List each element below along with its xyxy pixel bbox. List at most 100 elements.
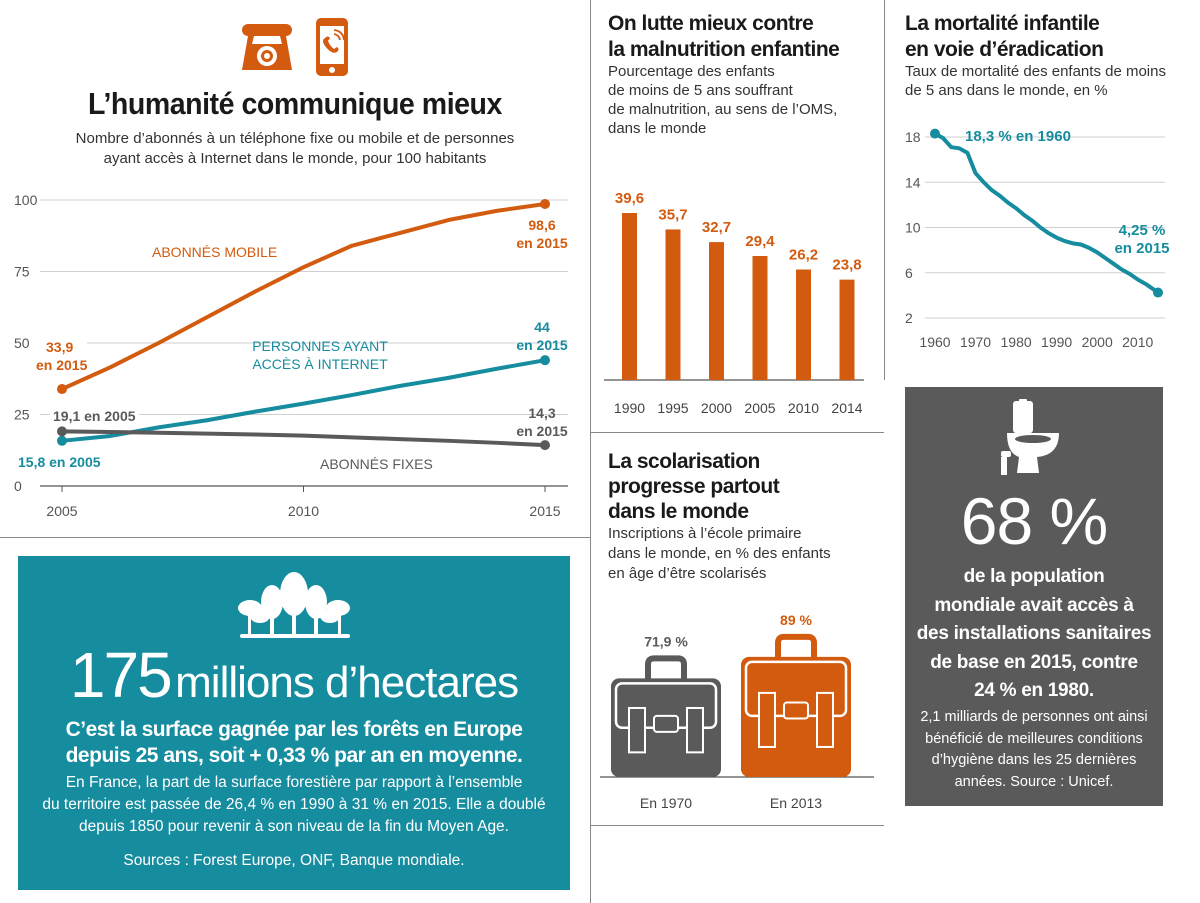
- sanitation-panel: 68 % de la population mondiale avait acc…: [905, 387, 1163, 806]
- annotation-mobile-end: 98,6 en 2015: [514, 216, 570, 252]
- series-line-fixed: [60, 429, 547, 448]
- schoolbag-clasp: [783, 701, 809, 720]
- point-fixed-2005: [57, 426, 67, 437]
- annotation-internet-end-year: en 2015: [516, 337, 568, 353]
- schoolbag-strap-right: [816, 691, 834, 748]
- y-tick-label-10: 10: [905, 220, 921, 236]
- y-tick-label-14: 14: [905, 174, 921, 190]
- bar-1990: [622, 213, 637, 380]
- x-tick-label-1970: 1970: [960, 334, 991, 350]
- schoolbag-clasp: [653, 714, 679, 733]
- series-label-mobile: ABONNÉS MOBILE: [152, 244, 278, 260]
- x-tick-label-En-2013: En 2013: [770, 795, 822, 811]
- sanitation-body-2: bénéficié de meilleures conditions: [925, 730, 1143, 747]
- bar-label-En-2013: 89 %: [780, 612, 812, 628]
- annotation-internet-start: 15,8 en 2005: [18, 454, 101, 470]
- bar-1995: [665, 229, 681, 380]
- mortality-annotation-end-year: en 2015: [1114, 240, 1170, 257]
- communication-subtitle-1: Nombre d’abonnés à un téléphone fixe ou …: [75, 130, 515, 147]
- sanitation-lead: de la population mondiale avait accès à …: [905, 563, 1163, 706]
- sanitation-lead-1: de la population: [963, 566, 1105, 587]
- annotation-fixed-end: 14,3 en 2015: [514, 404, 570, 440]
- annotation-fixed-end-year: en 2015: [516, 423, 568, 439]
- forest-body-1: En France, la part de la surface foresti…: [65, 774, 523, 791]
- malnutrition-title-2: la malnutrition enfantine: [608, 38, 840, 61]
- bar-label-2000: 32,7: [702, 219, 731, 236]
- sanitation-lead-2: mondiale avait accès à: [934, 594, 1134, 616]
- series-label-fixed: ABONNÉS FIXES: [320, 456, 433, 472]
- y-tick-label-0: 0: [14, 478, 22, 494]
- forest-sources: Sources : Forest Europe, ONF, Banque mon…: [123, 852, 465, 869]
- bar-label-1995: 35,7: [658, 206, 687, 223]
- divider-middle-lower: [590, 825, 884, 826]
- annotation-internet-end-value: 44: [534, 319, 550, 335]
- annotation-fixed-start: 19,1 en 2005: [50, 408, 139, 424]
- mortality-line-chart: 2 6 10 14 18 1960 1970 1980 1990 2000 2010: [905, 128, 1165, 350]
- schoolbag-handle: [645, 655, 687, 681]
- y-tick-label-50: 50: [14, 335, 30, 351]
- malnutrition-sub-4: dans le monde: [608, 120, 707, 137]
- bar-label-En-1970: 71,9 %: [644, 633, 688, 649]
- communication-subtitle-2: ayant accès à Internet dans le monde, po…: [103, 150, 487, 167]
- annotation-mobile-end-value: 98,6: [528, 217, 556, 233]
- schoolbag-strap-left: [628, 706, 646, 754]
- schoolbag-bar-En-1970: [611, 655, 721, 777]
- divider-left-horizontal: [0, 537, 590, 538]
- sanitation-body-1: 2,1 milliards de personnes ont ainsi: [920, 709, 1148, 725]
- school-sub-2: dans le monde, en % des enfants: [608, 545, 831, 562]
- bar-2005: [752, 256, 768, 380]
- series-label-internet-line-2: ACCÈS À INTERNET: [252, 356, 388, 372]
- sanitation-body-3: d’hygiène dans les 25 dernières: [931, 752, 1137, 768]
- x-tick-label-2000: 2000: [701, 400, 732, 416]
- forest-body-2: du territoire est passée de 26,4 % en 19…: [42, 796, 546, 813]
- annotation-internet-end: 44 en 2015: [514, 318, 570, 354]
- sanitation-lead-3: des installations sanitaires: [916, 623, 1152, 644]
- mortality-sub-2: de 5 ans dans le monde, en %: [905, 82, 1108, 99]
- series-label-internet: PERSONNES AYANT ACCÈS À INTERNET: [240, 337, 400, 373]
- mortality-title-2: en voie d’éradication: [905, 38, 1104, 61]
- malnutrition-bar-chart: 39,6 1990 35,7 1995 32,7 2000 29,4 2005 26,2 2010…: [604, 190, 864, 416]
- x-tick-label-En-1970: En 1970: [640, 795, 692, 811]
- sanitation-lead-5: 24 % en 1980.: [974, 680, 1094, 701]
- schoolbag-bar-En-2013: [741, 633, 851, 777]
- communication-line-chart: 0 25 50 75 100 2005 2010 2015: [14, 192, 568, 519]
- malnutrition-sub-3: de malnutrition, au sens de l’OMS,: [608, 101, 838, 118]
- forest-panel: 175 millions d’hectares C’est la surface…: [18, 556, 570, 890]
- y-tick-label-2: 2: [905, 310, 913, 326]
- schoolbag-strap-right: [686, 706, 704, 754]
- series-line-mobile: [60, 202, 547, 392]
- annotation-mobile-start: 33,9 en 2015: [36, 338, 88, 374]
- toilet-icon: [1001, 399, 1059, 475]
- annotation-fixed-end-value: 14,3: [528, 405, 556, 421]
- divider-right-vertical: [884, 0, 885, 380]
- y-tick-label-18: 18: [905, 129, 921, 145]
- y-tick-label-25: 25: [14, 407, 30, 423]
- bar-2000: [709, 242, 724, 380]
- forest-big-number: 175: [69, 639, 173, 711]
- x-tick-label-2015: 2015: [529, 503, 560, 519]
- schooling-bag-chart: 71,9 % En 1970 89 % En 2013: [600, 612, 874, 811]
- mortality-annotation-start: 18,3 % en 1960: [965, 128, 1071, 145]
- malnutrition-sub-1: Pourcentage des enfants: [608, 63, 775, 80]
- communication-title: L’humanité communique mieux: [88, 86, 502, 121]
- mortality-annotation-end-value: 4,25 %: [1118, 222, 1166, 239]
- forest-headline: 175 millions d’hectares: [18, 638, 570, 712]
- x-tick-label-2014: 2014: [831, 400, 862, 416]
- series-line-mortality: [933, 131, 1160, 295]
- school-sub-1: Inscriptions à l’école primaire: [608, 525, 802, 542]
- x-tick-label-2010: 2010: [788, 400, 819, 416]
- malnutrition-title-1: On lutte mieux contre: [608, 12, 814, 35]
- series-label-internet-line-1: PERSONNES AYANT: [252, 338, 388, 354]
- sanitation-body: 2,1 milliards de personnes ont ainsi bén…: [905, 707, 1163, 793]
- bar-2010: [796, 269, 811, 380]
- annotation-mobile-start-year: en 2015: [36, 357, 88, 373]
- schoolbag-handle: [775, 633, 817, 659]
- mortality-annotation-end: 4,25 % en 2015: [1112, 222, 1172, 258]
- forest-body-3: depuis 1850 pour revenir à son niveau de…: [79, 818, 509, 835]
- school-title-3: dans le monde: [608, 500, 749, 523]
- divider-middle-horizontal: [590, 432, 884, 433]
- bar-label-2014: 23,8: [832, 257, 861, 274]
- sanitation-body-4: années. Source : Unicef.: [954, 773, 1114, 790]
- schoolbag-strap-left: [758, 691, 776, 748]
- x-tick-label-1990: 1990: [1041, 334, 1072, 350]
